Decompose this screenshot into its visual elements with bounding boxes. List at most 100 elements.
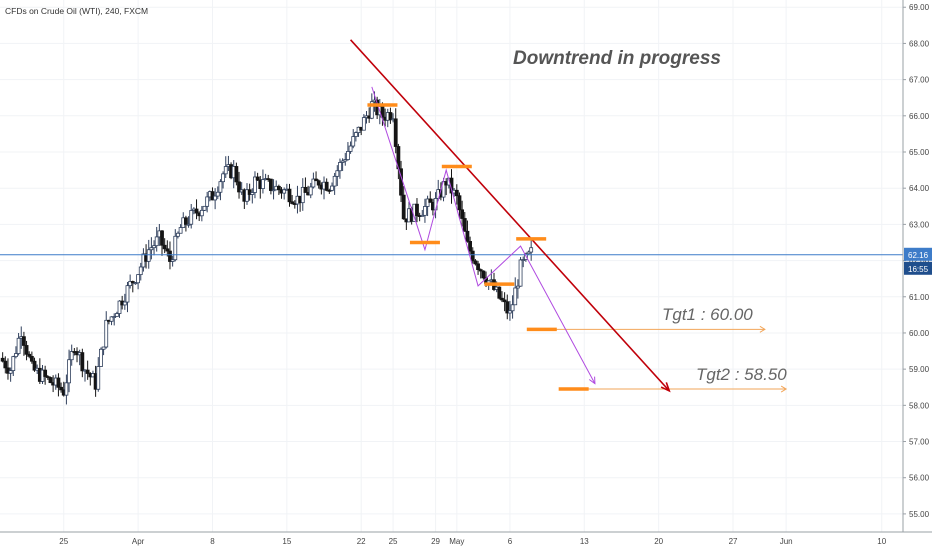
- candle-body: [186, 223, 191, 226]
- candle-body: [0, 357, 5, 362]
- candle-body: [189, 210, 194, 225]
- candle-body: [223, 166, 228, 175]
- candle-body: [335, 170, 340, 177]
- candle-body: [481, 270, 486, 279]
- candle-body: [202, 205, 207, 211]
- candle-body: [253, 176, 257, 193]
- y-tick-label: 66.00: [909, 112, 930, 121]
- y-tick-label: 63.00: [909, 220, 930, 229]
- countdown-label: 16:55: [908, 265, 929, 274]
- downtrend-line: [349, 39, 670, 392]
- candle-body: [96, 366, 101, 390]
- candle-body: [173, 235, 178, 261]
- x-tick-label: 20: [654, 537, 663, 546]
- candle-body: [462, 218, 467, 232]
- candle-body: [348, 145, 353, 152]
- candle-body: [160, 230, 164, 246]
- candle-body: [473, 260, 478, 265]
- y-tick-label: 67.00: [909, 76, 930, 85]
- candle-body: [11, 356, 16, 371]
- candle-body: [48, 377, 53, 384]
- candle-body: [146, 249, 151, 262]
- candle-body: [250, 192, 255, 195]
- candle-body: [526, 251, 531, 255]
- annotation-title: Downtrend in progress: [513, 48, 721, 69]
- candle-body: [22, 336, 26, 346]
- x-tick-label: 15: [282, 537, 291, 546]
- candle-body: [176, 232, 180, 237]
- candle-body: [234, 166, 239, 183]
- downtrend-arrowhead: [660, 382, 671, 393]
- candle-body: [237, 181, 241, 193]
- y-tick-label: 57.00: [909, 438, 930, 447]
- candle-body: [213, 195, 218, 201]
- y-tick-label: 65.00: [909, 148, 930, 157]
- candle-body: [205, 196, 210, 207]
- y-tick-label: 60.00: [909, 329, 930, 338]
- candle-body: [136, 274, 141, 284]
- candle-body: [168, 250, 172, 262]
- candle-body: [454, 189, 459, 197]
- candle-body: [255, 176, 260, 181]
- candle-body: [303, 186, 308, 193]
- candle-body: [287, 188, 292, 203]
- y-tick-label: 62.00: [909, 257, 930, 266]
- candle-body: [388, 112, 393, 121]
- price-axis: 55.00 56.00 57.00 58.00 59.00 60.00 61.00 62.00…: [903, 3, 930, 519]
- candle-body: [218, 181, 223, 193]
- target-line-arrowhead: [759, 325, 766, 333]
- target-line-arrowhead: [780, 385, 788, 393]
- candle-body: [99, 348, 103, 367]
- swing-path: [371, 86, 596, 384]
- y-tick-label: 68.00: [909, 39, 930, 48]
- candle-body: [343, 159, 348, 162]
- candle-body: [114, 313, 119, 317]
- candle-body: [221, 173, 225, 183]
- candle-body: [497, 286, 502, 299]
- candle-body: [165, 248, 170, 252]
- candle-body: [245, 189, 249, 202]
- candle-body: [476, 263, 480, 271]
- candle-body: [152, 245, 156, 249]
- candle-body: [502, 299, 507, 303]
- candle-body: [162, 244, 167, 250]
- candle-body: [27, 353, 32, 357]
- candle-body: [460, 209, 465, 219]
- candle-body: [128, 281, 133, 287]
- x-tick-label: Jun: [780, 537, 793, 546]
- drawings: [0, 39, 903, 393]
- candle-body: [109, 316, 114, 322]
- candle-body: [276, 185, 281, 191]
- candle-body: [104, 319, 109, 348]
- candle-body: [353, 132, 358, 137]
- candle-body: [170, 259, 175, 262]
- candle-body: [316, 180, 321, 186]
- candle-body: [268, 178, 273, 191]
- candle-body: [300, 186, 305, 204]
- candle-body: [64, 382, 69, 396]
- candle-body: [513, 287, 518, 306]
- candle-body: [43, 369, 48, 377]
- time-axis-panel[interactable]: [0, 532, 932, 550]
- candle-body: [8, 370, 13, 374]
- target-2-label: Tgt2 : 58.50: [696, 365, 787, 384]
- current-price-label: 62.16: [908, 251, 929, 260]
- x-tick-label: 25: [389, 537, 398, 546]
- candle-body: [311, 178, 316, 188]
- candle-body: [529, 247, 534, 253]
- candle-body: [125, 285, 130, 303]
- candle-body: [369, 101, 374, 119]
- x-tick-label: 25: [59, 537, 68, 546]
- candle-body: [282, 189, 287, 194]
- symbol-title: CFDs on Crude Oil (WTI), 240, FXCM: [5, 6, 148, 16]
- candle-body: [327, 189, 332, 192]
- candle-body: [521, 259, 526, 261]
- candle-body: [56, 377, 61, 388]
- candle-body: [515, 285, 520, 289]
- current-price-tag: [904, 247, 932, 261]
- candle-body: [80, 352, 85, 372]
- candle-body: [457, 195, 462, 211]
- candle-body: [117, 300, 122, 314]
